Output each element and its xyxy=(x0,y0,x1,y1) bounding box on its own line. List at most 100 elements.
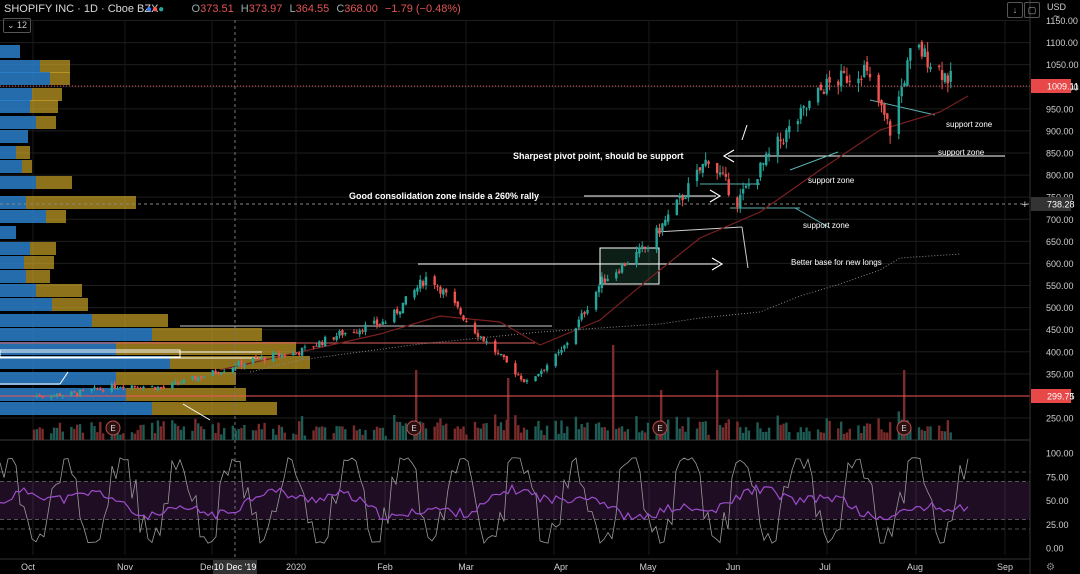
candle-body-77 xyxy=(341,330,344,336)
price-tick-1: 1100.00 xyxy=(1046,38,1078,48)
indicator-toggle-button[interactable]: ⌄ 12 xyxy=(3,18,31,33)
candle-body-39 xyxy=(191,376,194,380)
volume-bar-122 xyxy=(522,427,526,440)
candle-body-51 xyxy=(237,361,240,367)
candle-body-53 xyxy=(243,363,246,367)
candle-body-54 xyxy=(251,358,255,363)
candle-body-71 xyxy=(318,341,321,348)
candle-body-80 xyxy=(355,332,359,334)
candle-body-155 xyxy=(658,227,661,234)
volume-bar-42 xyxy=(199,426,203,440)
volume-bar-31 xyxy=(156,420,160,440)
arrow-head-pivot xyxy=(722,149,735,163)
volume-bar-74 xyxy=(332,433,335,440)
volume-bar-222 xyxy=(926,426,929,440)
high-value: 373.97 xyxy=(248,3,283,15)
candle-body-107 xyxy=(462,315,465,320)
candle-body-52 xyxy=(240,360,243,366)
vp-blue-3 xyxy=(0,88,32,101)
chart-grid xyxy=(0,20,1030,555)
volume-bar-175 xyxy=(739,427,742,440)
vp-blue-14 xyxy=(0,256,24,269)
volume-bar-151 xyxy=(641,430,644,440)
volume-bar-223 xyxy=(929,426,932,440)
volume-bar-202 xyxy=(845,432,849,440)
candle-body-139 xyxy=(594,291,598,310)
candle-body-81 xyxy=(358,330,361,335)
volume-bar-145 xyxy=(617,427,621,440)
volume-bar-12 xyxy=(78,424,82,440)
volume-spike-4 xyxy=(903,370,906,440)
candle-body-108 xyxy=(465,321,468,323)
earnings-marker-0 xyxy=(105,420,121,436)
vp-blue-16 xyxy=(0,284,36,297)
candle-body-115 xyxy=(496,352,500,354)
price-tick-16: 350.00 xyxy=(1046,369,1074,379)
volume-bar-98 xyxy=(424,428,428,440)
candle-body-163 xyxy=(687,183,690,198)
currency-label[interactable]: USD ∼ xyxy=(1047,3,1066,21)
candle-body-181 xyxy=(762,163,765,165)
candle-body-26 xyxy=(136,387,139,389)
volume-bar-79 xyxy=(352,425,356,440)
candle-body-56 xyxy=(257,357,261,359)
scroll-down-button[interactable]: ↓ xyxy=(1007,2,1023,18)
legend-status-dots[interactable]: ●●● xyxy=(146,4,164,15)
volume-bar-78 xyxy=(344,429,347,440)
volume-bar-120 xyxy=(517,425,520,440)
volume-bar-20 xyxy=(113,430,116,440)
volume-bar-127 xyxy=(543,435,546,440)
candle-body-42 xyxy=(199,376,203,379)
volume-bar-24 xyxy=(130,432,134,440)
candle-body-2 xyxy=(38,395,41,397)
volume-bar-81 xyxy=(358,428,361,440)
arrow-head-base xyxy=(711,257,724,271)
volume-bar-144 xyxy=(615,428,618,440)
symbol-legend[interactable]: SHOPIFY INC · 1D · Cboe BZX O373.51 H373… xyxy=(4,3,465,15)
volume-bar-6 xyxy=(55,427,59,440)
candle-body-75 xyxy=(335,336,338,340)
candle-body-205 xyxy=(860,78,863,80)
candle-body-174 xyxy=(736,197,739,208)
candle-body-198 xyxy=(828,77,831,83)
maximize-button[interactable]: ▢ xyxy=(1024,2,1040,18)
candle-body-159 xyxy=(675,199,679,215)
candle-body-31 xyxy=(156,386,160,390)
vp-blue-9 xyxy=(0,176,36,189)
volume-bar-18 xyxy=(101,433,105,440)
support-pointer-2 xyxy=(794,207,831,229)
indicator-count: 12 xyxy=(17,20,28,30)
candle-body-20 xyxy=(113,383,116,389)
candle-body-212 xyxy=(886,113,889,120)
drawn-guides xyxy=(0,20,1030,560)
volume-bar-115 xyxy=(496,426,500,440)
candle-body-11 xyxy=(75,393,79,396)
volume-bars xyxy=(32,345,952,440)
volume-bar-135 xyxy=(577,429,581,440)
candle-body-99 xyxy=(433,276,436,285)
volume-bar-54 xyxy=(251,430,255,440)
candle-body-192 xyxy=(805,108,808,110)
candle-body-105 xyxy=(456,301,459,308)
volume-bar-30 xyxy=(153,433,157,440)
volume-bar-72 xyxy=(321,426,324,440)
volume-bar-10 xyxy=(73,428,76,440)
candle-body-199 xyxy=(837,81,840,86)
candle-body-224 xyxy=(937,65,941,68)
candle-body-213 xyxy=(888,121,892,136)
candle-body-200 xyxy=(839,70,843,87)
candle-body-124 xyxy=(534,376,537,382)
volume-bar-191 xyxy=(802,432,805,440)
candle-body-171 xyxy=(721,172,725,174)
volume-spike-0 xyxy=(415,370,418,440)
candle-body-66 xyxy=(297,352,301,355)
volume-bar-23 xyxy=(122,433,125,440)
vp-yellow-9 xyxy=(36,176,72,189)
price-tick-9: 700.00 xyxy=(1046,215,1074,225)
vp-yellow-3 xyxy=(32,88,62,101)
vp-blue-24 xyxy=(0,402,152,415)
currency-line-1: USD xyxy=(1046,2,1066,12)
candlestick-series xyxy=(32,39,952,401)
